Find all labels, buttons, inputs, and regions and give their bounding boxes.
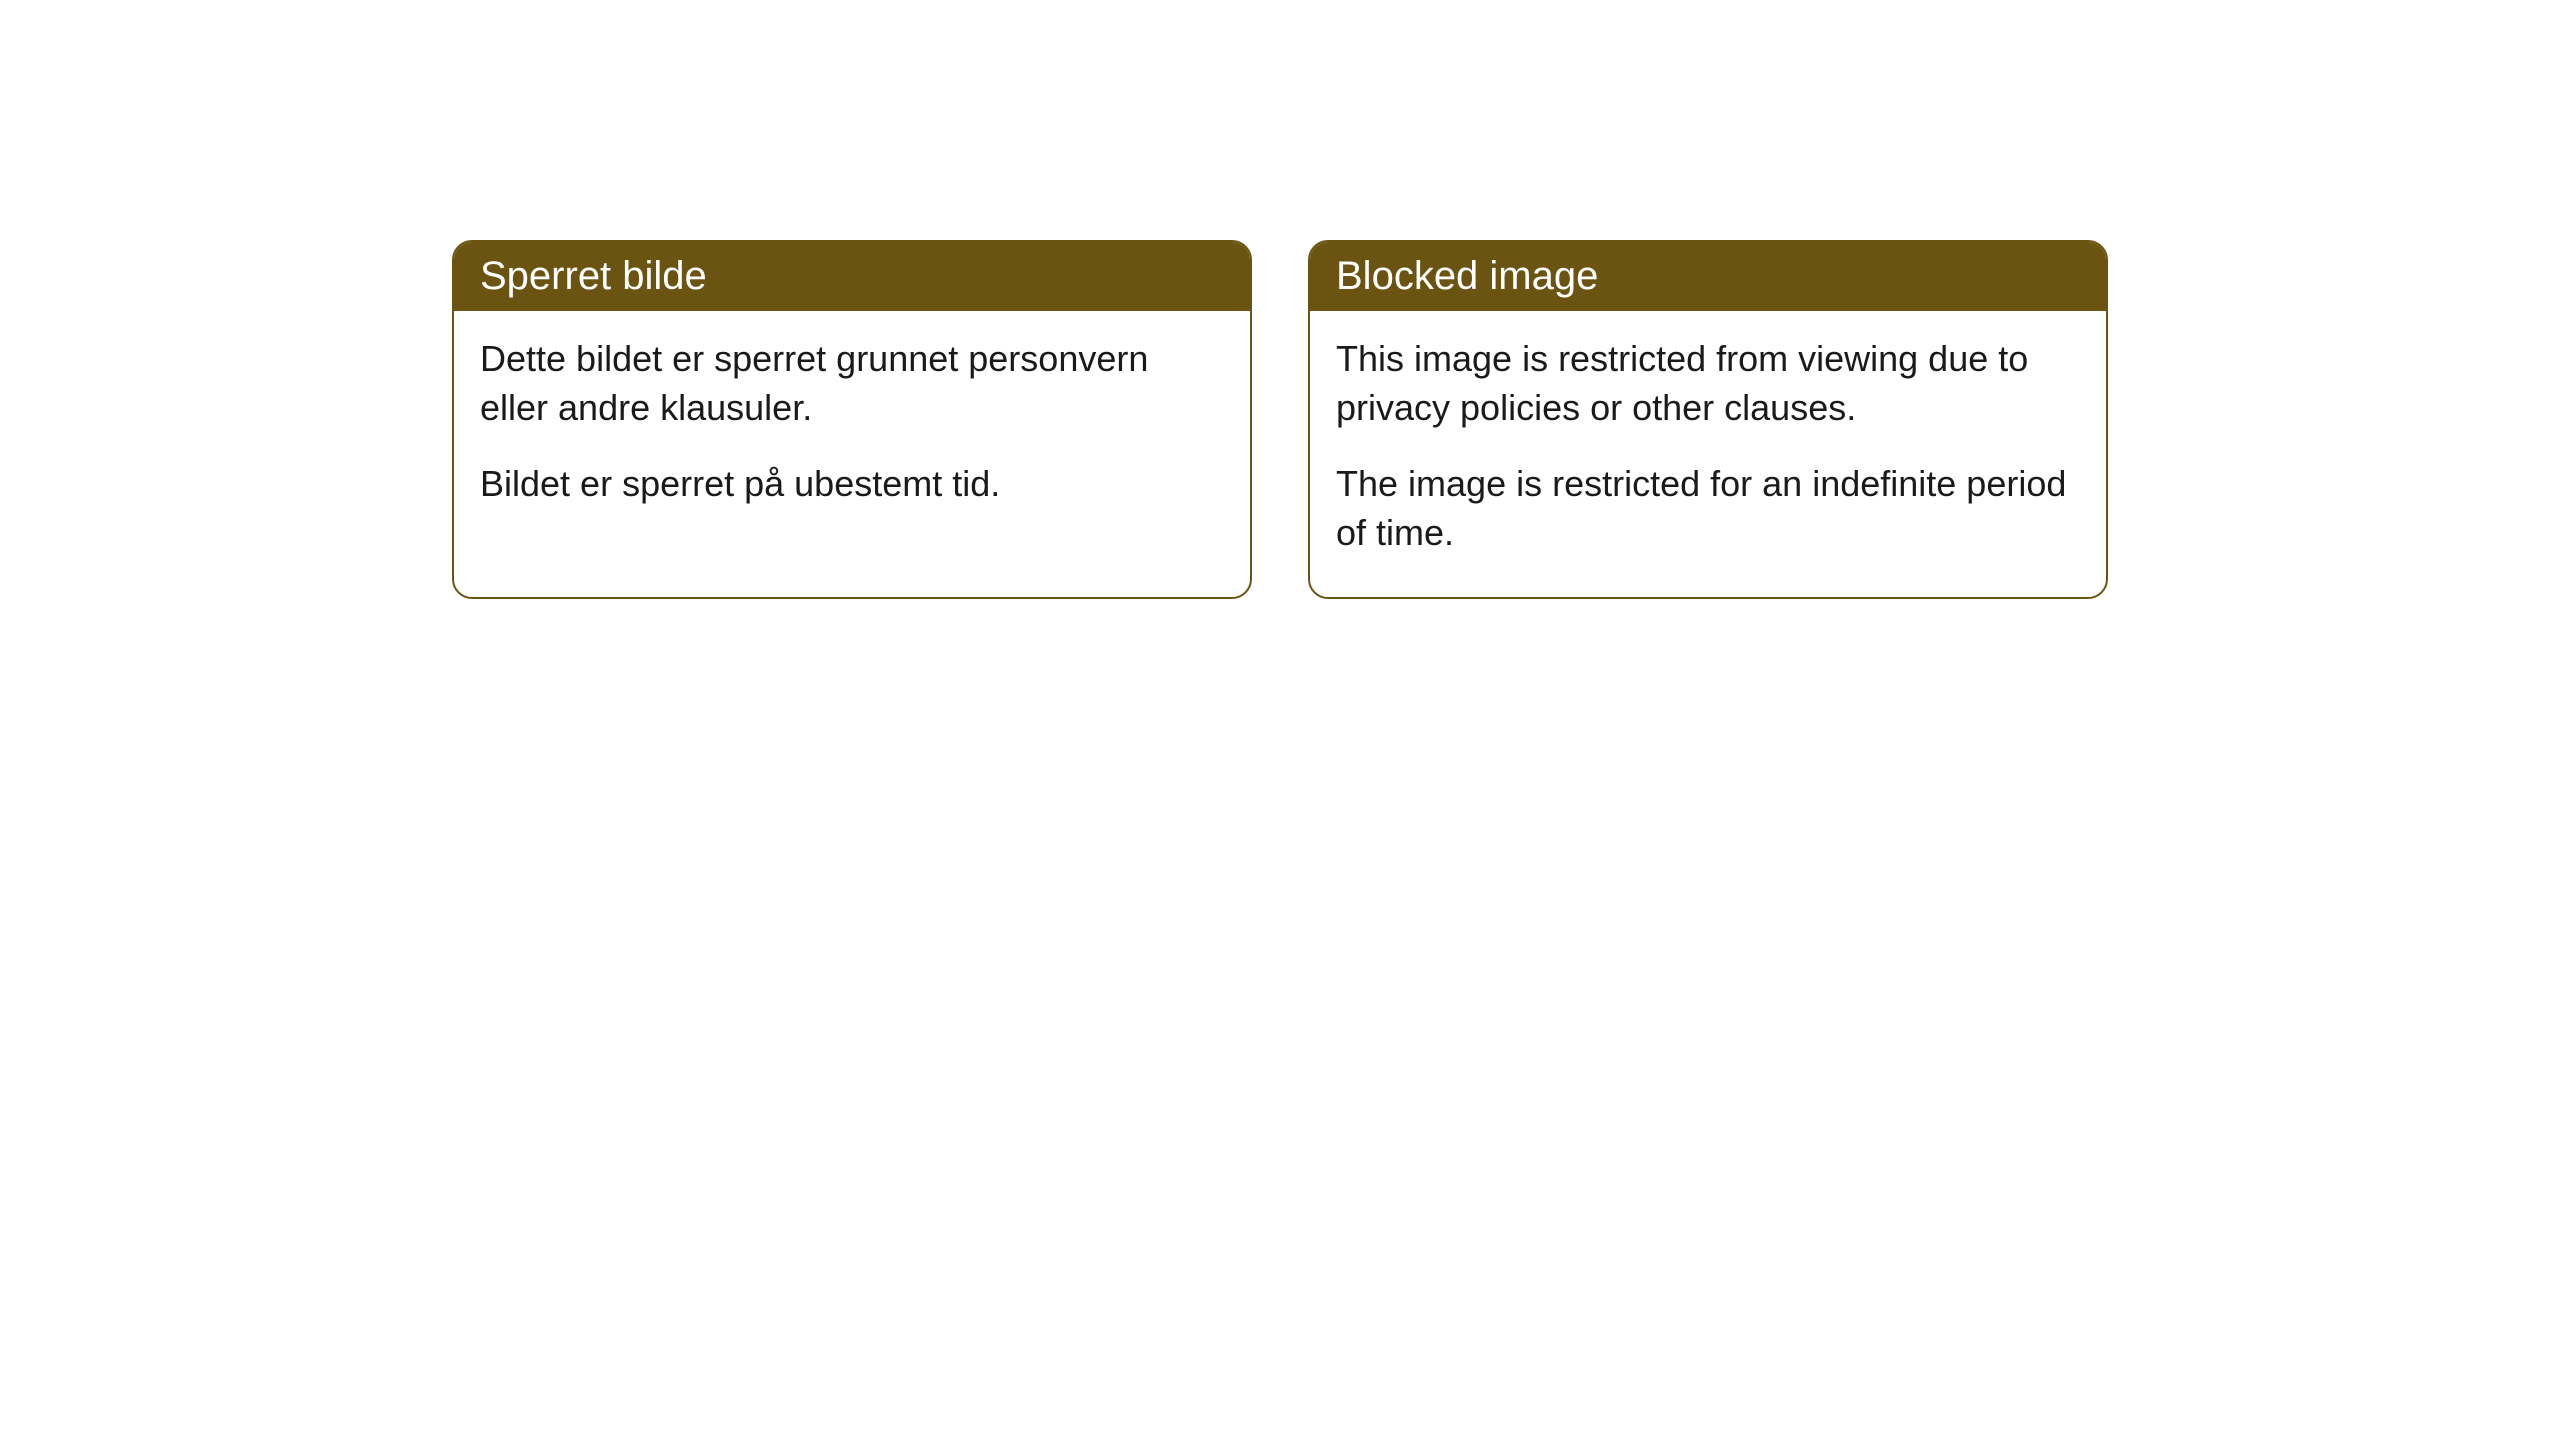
card-paragraph: Bildet er sperret på ubestemt tid. <box>480 460 1224 509</box>
blocked-image-card-en: Blocked image This image is restricted f… <box>1308 240 2108 599</box>
notice-cards-container: Sperret bilde Dette bildet er sperret gr… <box>450 240 2110 599</box>
card-paragraph: This image is restricted from viewing du… <box>1336 335 2080 432</box>
blocked-image-card-no: Sperret bilde Dette bildet er sperret gr… <box>452 240 1252 599</box>
card-title: Sperret bilde <box>480 254 707 298</box>
card-paragraph: Dette bildet er sperret grunnet personve… <box>480 335 1224 432</box>
card-body: This image is restricted from viewing du… <box>1310 311 2106 597</box>
card-body: Dette bildet er sperret grunnet personve… <box>454 311 1250 549</box>
card-paragraph: The image is restricted for an indefinit… <box>1336 460 2080 557</box>
card-title: Blocked image <box>1336 254 1598 298</box>
card-header: Blocked image <box>1310 242 2106 311</box>
card-header: Sperret bilde <box>454 242 1250 311</box>
